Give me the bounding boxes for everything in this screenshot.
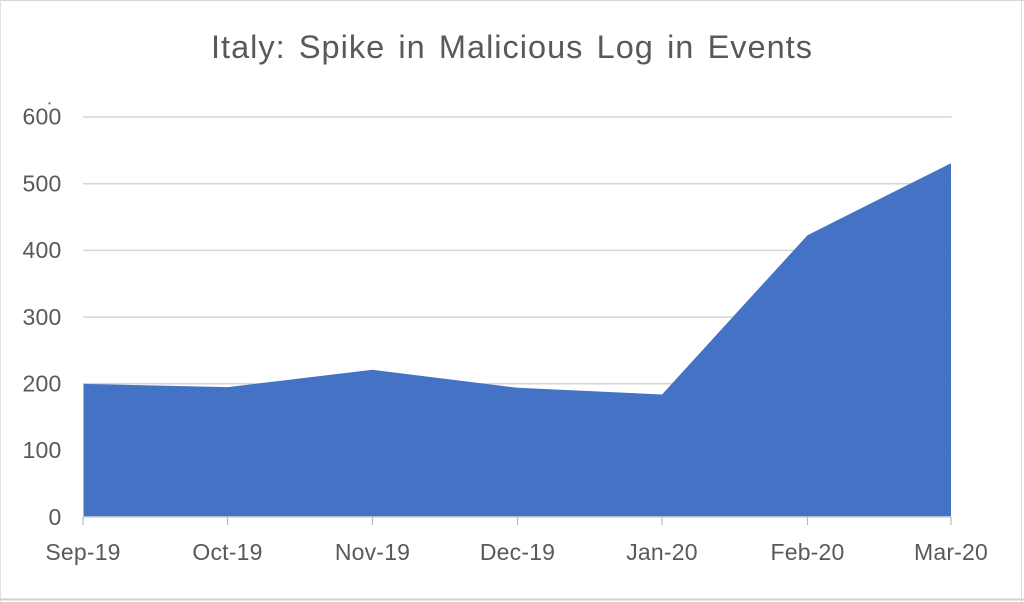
svg-text:600: 600 — [23, 104, 62, 130]
svg-text:400: 400 — [23, 237, 62, 263]
svg-text:Jan-20: Jan-20 — [626, 539, 698, 565]
svg-text:Dec-19: Dec-19 — [480, 539, 555, 565]
svg-text:Nov-19: Nov-19 — [335, 539, 410, 565]
svg-text:Oct-19: Oct-19 — [192, 539, 262, 565]
svg-text:Mar-20: Mar-20 — [914, 539, 988, 565]
svg-text:500: 500 — [23, 170, 62, 196]
svg-text:300: 300 — [23, 304, 62, 330]
svg-text:0: 0 — [49, 504, 62, 530]
svg-text:200: 200 — [23, 371, 62, 397]
svg-text:Feb-20: Feb-20 — [770, 539, 844, 565]
svg-text:Italy: Spike in Malicious Log: Italy: Spike in Malicious Log in Events — [211, 29, 813, 65]
svg-text:Sep-19: Sep-19 — [45, 539, 120, 565]
svg-text:100: 100 — [23, 437, 62, 463]
